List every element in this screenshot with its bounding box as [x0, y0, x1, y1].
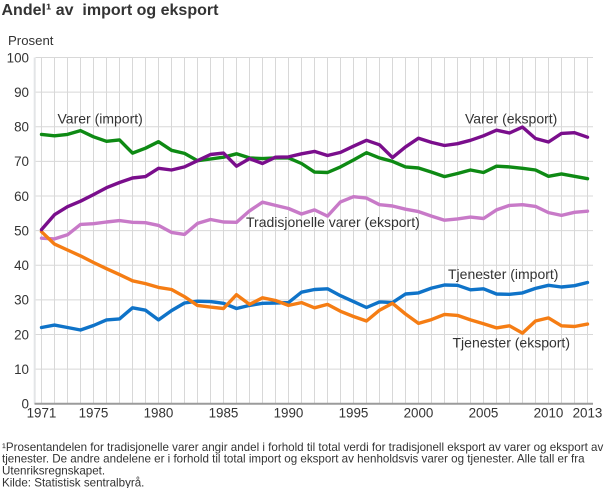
svg-text:1971: 1971: [27, 405, 57, 420]
svg-text:1985: 1985: [209, 405, 239, 420]
svg-text:Andel¹ av import og eksport: Andel¹ av import og eksport: [2, 2, 220, 19]
svg-text:Prosent: Prosent: [8, 33, 54, 48]
svg-text:70: 70: [14, 154, 29, 169]
svg-text:2010: 2010: [534, 405, 564, 420]
svg-text:Tjenester (eksport): Tjenester (eksport): [453, 335, 570, 351]
svg-text:60: 60: [14, 189, 29, 204]
svg-text:0: 0: [22, 397, 29, 412]
svg-text:¹Prosentandelen for tradisjone: ¹Prosentandelen for tradisjonelle varer …: [2, 441, 603, 454]
svg-text:80: 80: [14, 120, 29, 135]
svg-text:50: 50: [14, 223, 29, 238]
svg-text:Varer (eksport): Varer (eksport): [465, 111, 557, 127]
svg-text:2000: 2000: [404, 405, 434, 420]
svg-text:90: 90: [14, 85, 29, 100]
svg-text:Kilde: Statistisk sentralbyrå.: Kilde: Statistisk sentralbyrå.: [2, 476, 144, 488]
svg-text:2013: 2013: [573, 405, 603, 420]
svg-text:1980: 1980: [144, 405, 174, 420]
svg-text:30: 30: [14, 293, 29, 308]
svg-text:tjenester. De andre andelene e: tjenester. De andre andelene er i forhol…: [2, 453, 585, 466]
svg-text:Varer (import): Varer (import): [58, 111, 143, 127]
svg-text:1975: 1975: [79, 405, 109, 420]
svg-text:Tradisjonelle varer (eksport): Tradisjonelle varer (eksport): [246, 214, 420, 230]
svg-text:1990: 1990: [274, 405, 304, 420]
svg-text:40: 40: [14, 258, 29, 273]
svg-text:10: 10: [14, 362, 29, 377]
svg-text:Utenriksregnskapet.: Utenriksregnskapet.: [2, 464, 105, 477]
svg-text:Tjenester (import): Tjenester (import): [448, 266, 558, 282]
svg-text:2005: 2005: [469, 405, 499, 420]
svg-text:1995: 1995: [339, 405, 369, 420]
svg-text:20: 20: [14, 327, 29, 342]
svg-text:100: 100: [7, 50, 29, 65]
